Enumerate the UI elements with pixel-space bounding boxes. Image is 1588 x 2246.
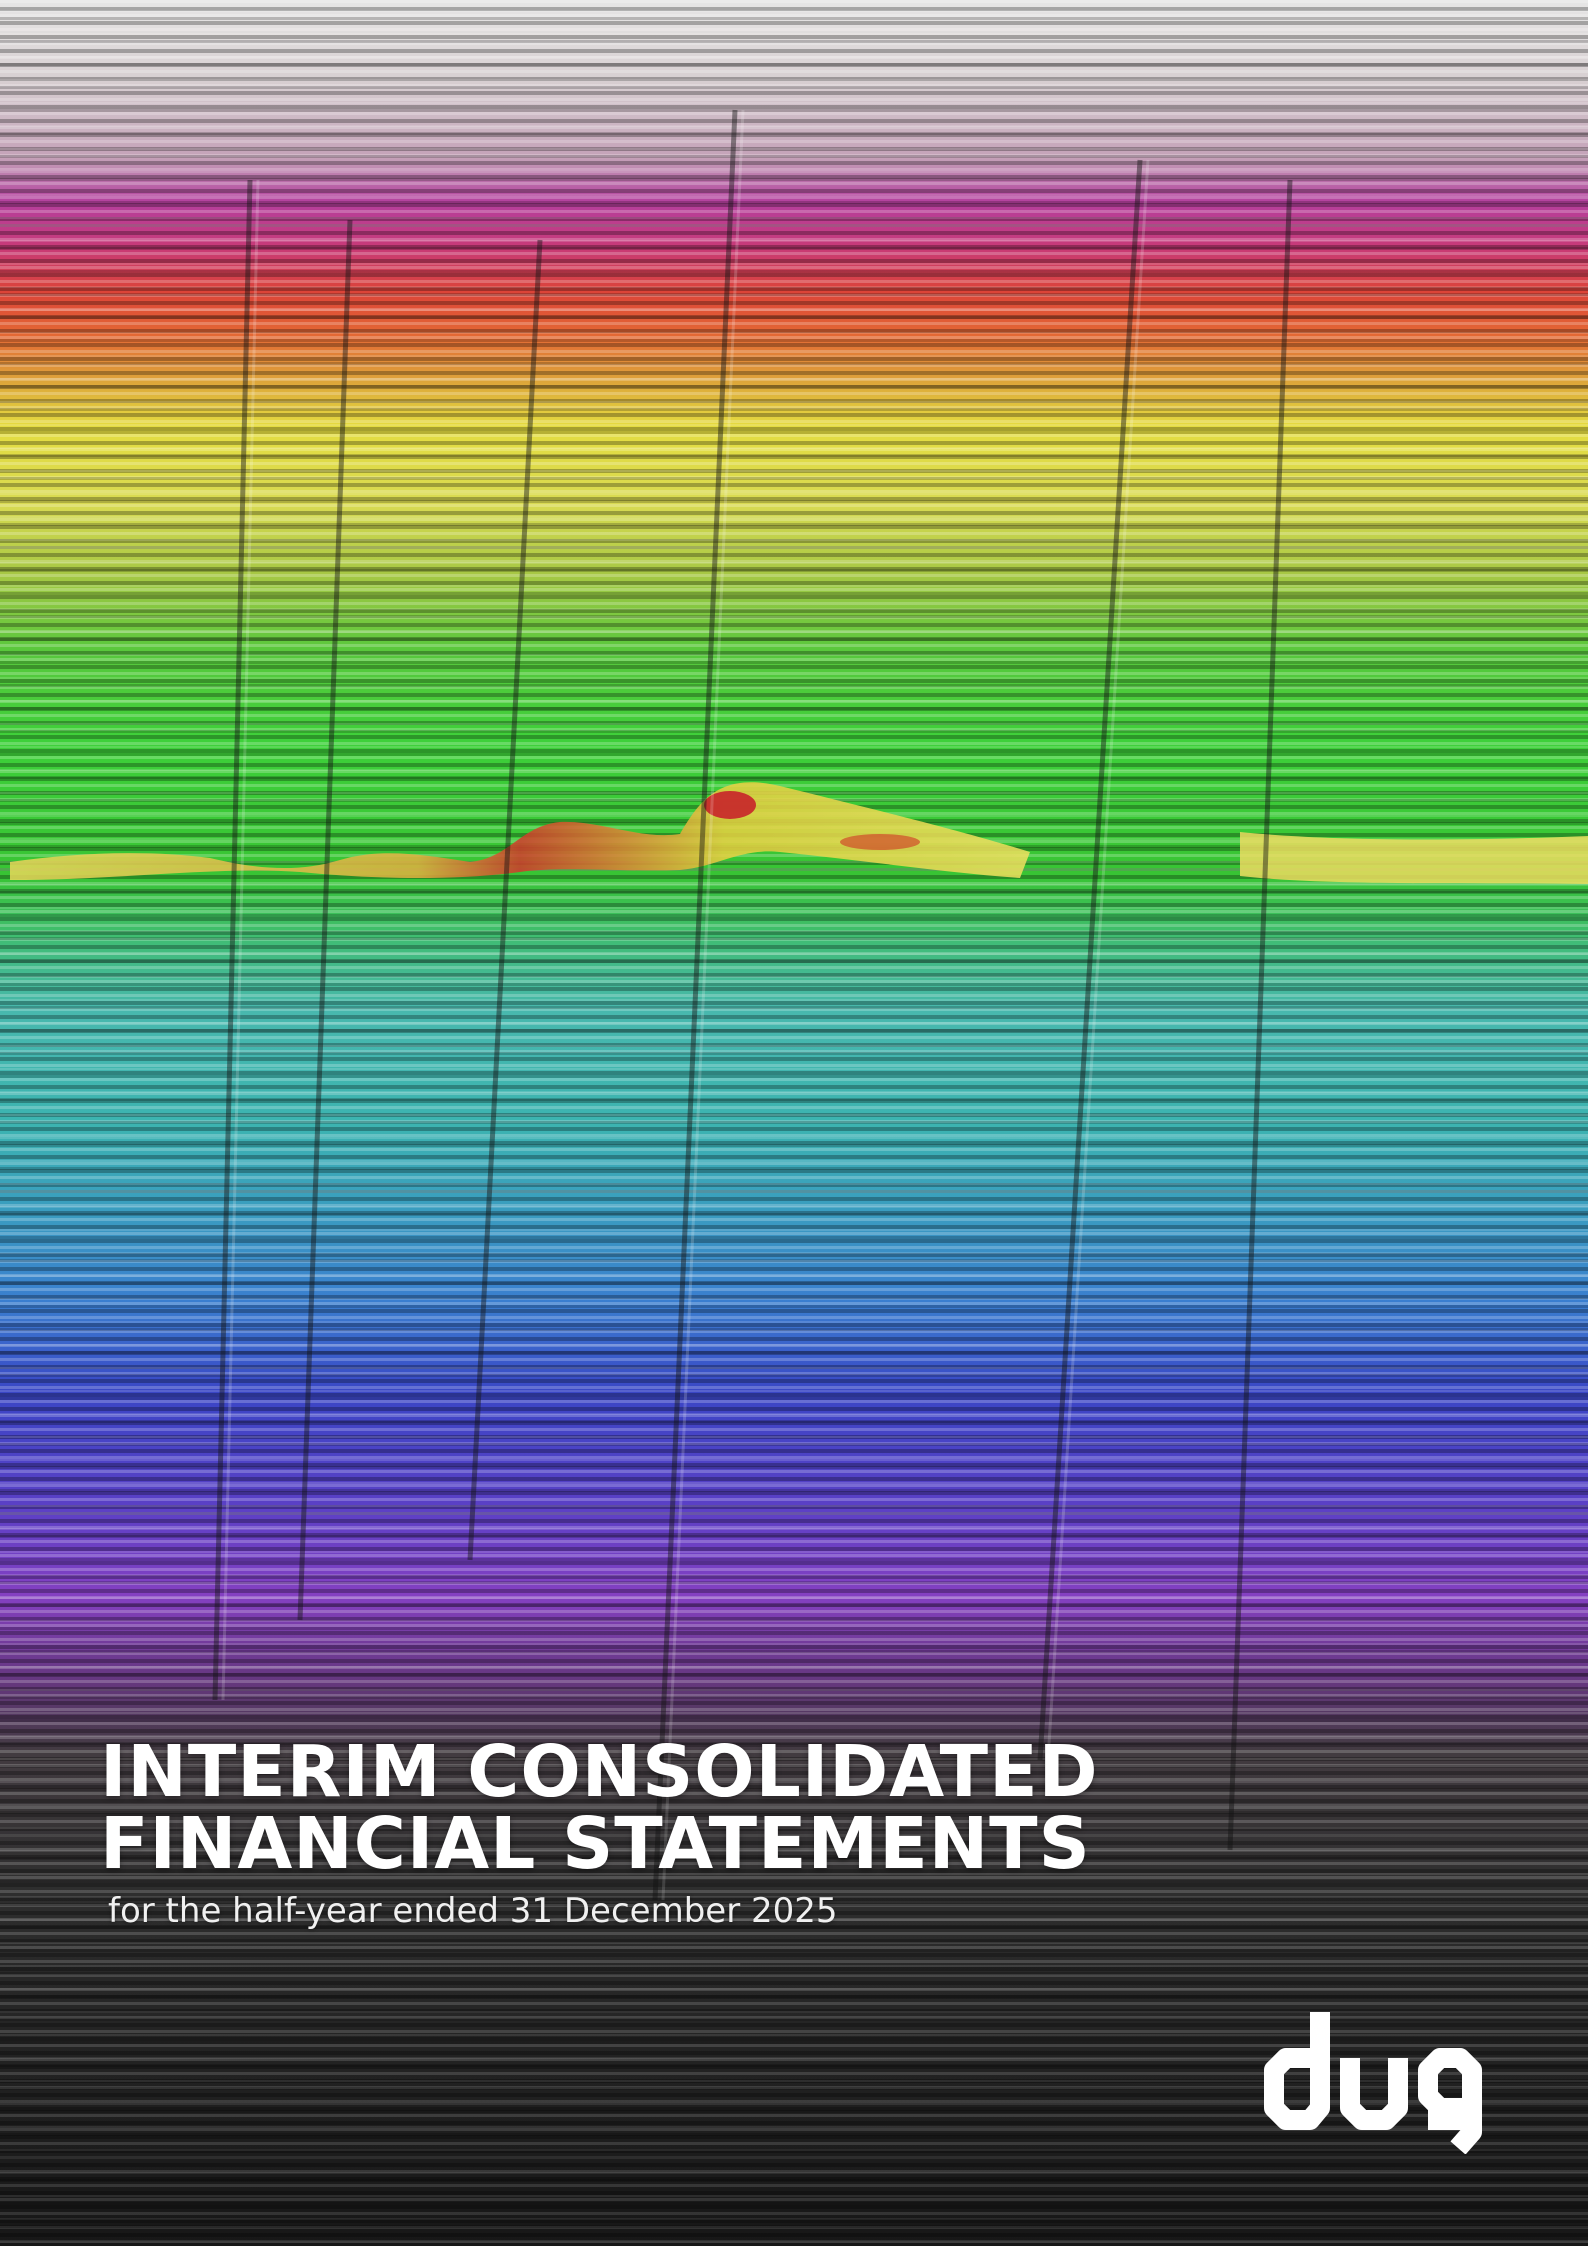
dug-logo: dug	[1264, 2012, 1482, 2154]
cover-subtitle: for the half-year ended 31 December 2025	[108, 1891, 838, 1931]
cover-title-line-1: INTERIM CONSOLIDATED	[100, 1730, 1099, 1813]
cover-title: INTERIM CONSOLIDATED FINANCIAL STATEMENT…	[100, 1736, 1099, 1880]
cover-title-line-2: FINANCIAL STATEMENTS	[100, 1802, 1091, 1885]
